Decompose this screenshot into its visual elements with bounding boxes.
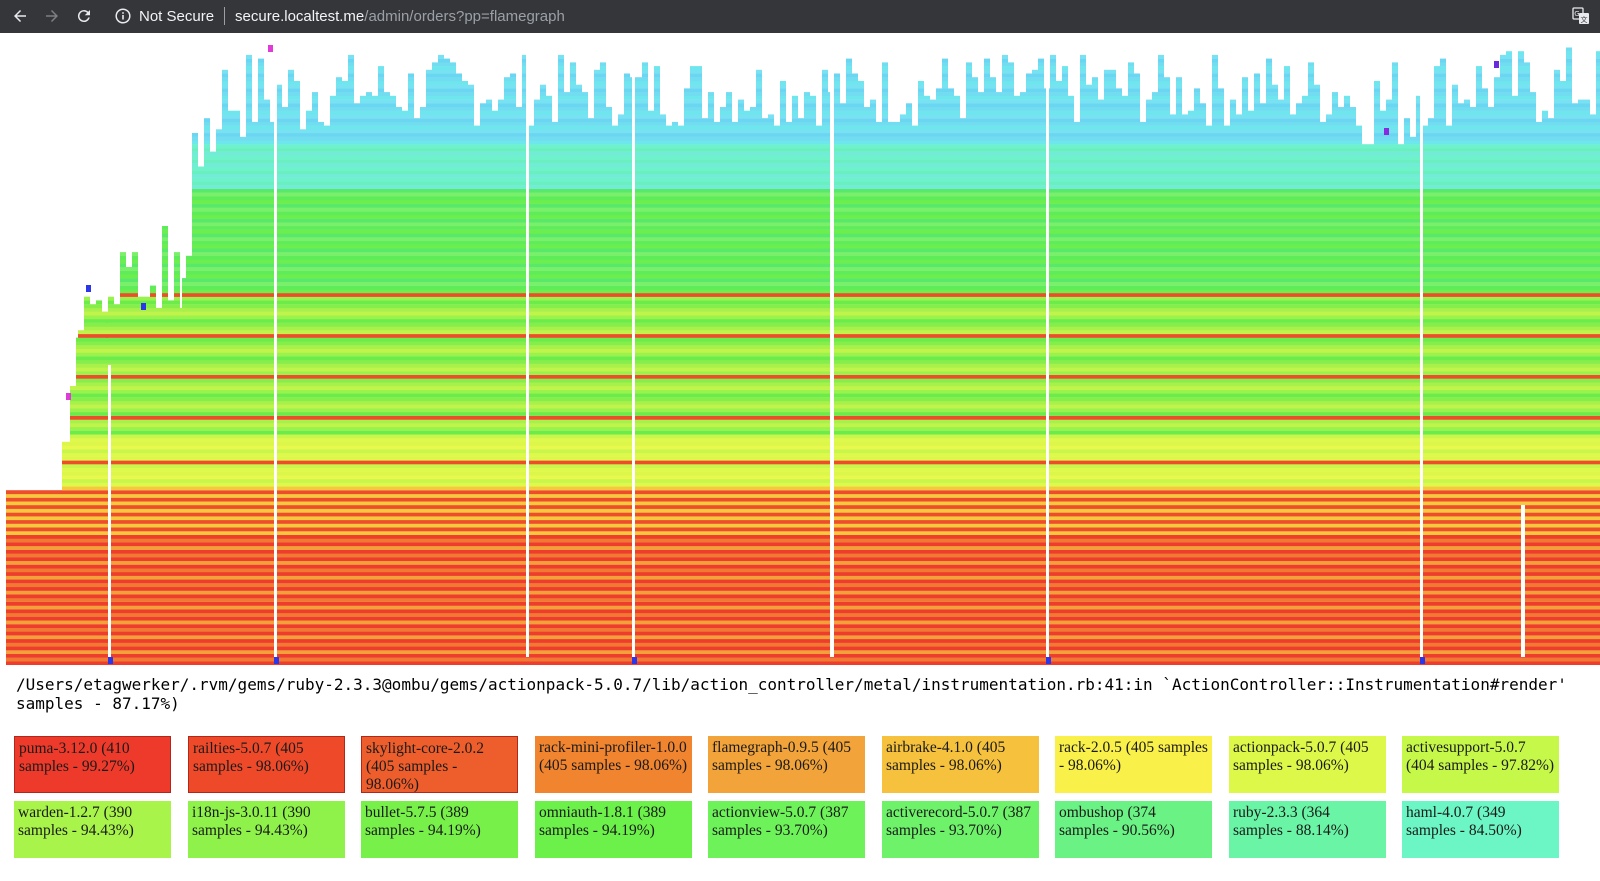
legend-item[interactable]: i18n-js-3.0.11 (390 samples - 94.43%): [188, 801, 345, 858]
not-secure-label: Not Secure: [139, 7, 215, 25]
forward-button[interactable]: [40, 4, 64, 28]
address-bar[interactable]: secure.localtest.me/admin/orders?pp=flam…: [235, 8, 565, 25]
frame-info-path: /Users/etagwerker/.rvm/gems/ruby-2.3.3@o…: [16, 675, 1567, 694]
legend-item[interactable]: warden-1.2.7 (390 samples - 94.43%): [14, 801, 171, 858]
flamegraph-base-stack: [6, 144, 1600, 665]
legend-item[interactable]: ruby-2.3.3 (364 samples - 88.14%): [1229, 801, 1386, 858]
legend-item[interactable]: skylight-core-2.0.2 (405 samples - 98.06…: [361, 736, 518, 793]
legend-item[interactable]: activesupport-5.0.7 (404 samples - 97.82…: [1402, 736, 1559, 793]
legend-item[interactable]: actionview-5.0.7 (387 samples - 93.70%): [708, 801, 865, 858]
separator: [224, 7, 226, 25]
frame-info: /Users/etagwerker/.rvm/gems/ruby-2.3.3@o…: [16, 675, 1596, 713]
legend-item[interactable]: ombushop (374 samples - 90.56%): [1055, 801, 1212, 858]
reload-icon: [77, 10, 90, 23]
browser-toolbar: Not Secure secure.localtest.me/admin/ord…: [0, 0, 1600, 33]
svg-text:G: G: [1574, 10, 1579, 18]
flamegraph-markers: [66, 45, 1499, 664]
flamegraph-upper-stack: [78, 47, 1600, 338]
url-host: secure.localtest.me: [235, 7, 365, 25]
arrow-right-icon: [46, 10, 58, 22]
svg-text:文: 文: [1581, 15, 1588, 24]
legend-item[interactable]: rack-mini-profiler-1.0.0 (405 samples - …: [535, 736, 692, 793]
legend-item[interactable]: railties-5.0.7 (405 samples - 98.06%): [188, 736, 345, 793]
arrow-left-icon: [14, 10, 26, 22]
legend-item[interactable]: actionpack-5.0.7 (405 samples - 98.06%): [1229, 736, 1386, 793]
translate-icon[interactable]: 文 G: [1572, 7, 1590, 25]
legend-item[interactable]: puma-3.12.0 (410 samples - 99.27%): [14, 736, 171, 793]
flamegraph-gaps: [108, 45, 1525, 657]
info-icon: [115, 8, 131, 24]
reload-button[interactable]: [72, 4, 96, 28]
legend-item[interactable]: activerecord-5.0.7 (387 samples - 93.70%…: [882, 801, 1039, 858]
legend-item[interactable]: haml-4.0.7 (349 samples - 84.50%): [1402, 801, 1559, 858]
legend-item[interactable]: omniauth-1.8.1 (389 samples - 94.19%): [535, 801, 692, 858]
legend-item[interactable]: airbrake-4.1.0 (405 samples - 98.06%): [882, 736, 1039, 793]
back-button[interactable]: [8, 4, 32, 28]
legend-item[interactable]: bullet-5.7.5 (389 samples - 94.19%): [361, 801, 518, 858]
flamegraph[interactable]: [6, 33, 1600, 665]
url-path: /admin/orders?pp=flamegraph: [364, 7, 565, 25]
site-info-button[interactable]: Not Secure secure.localtest.me/admin/ord…: [115, 6, 565, 26]
legend-item[interactable]: flamegraph-0.9.5 (405 samples - 98.06%): [708, 736, 865, 793]
frame-info-samples: samples - 87.17%): [16, 694, 180, 713]
legend-item[interactable]: rack-2.0.5 (405 samples - 98.06%): [1055, 736, 1212, 793]
